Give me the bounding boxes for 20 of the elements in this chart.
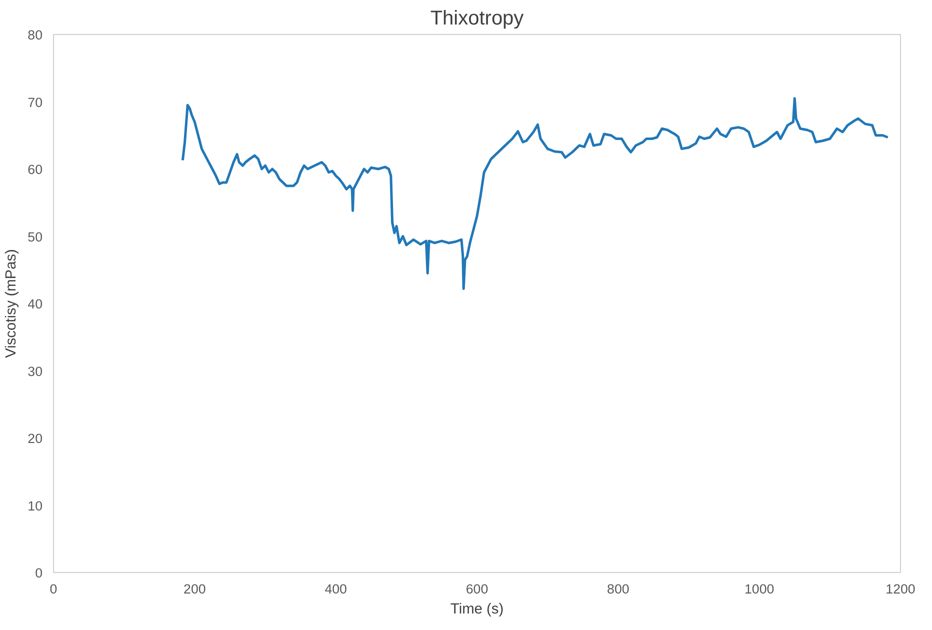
y-axis-title: Viscotisy (mPas)	[4, 249, 20, 358]
x-tick-label: 400	[324, 582, 347, 596]
y-tick-label: 0	[35, 566, 43, 580]
x-tick-label: 800	[607, 582, 630, 596]
x-tick-label: 600	[466, 582, 488, 596]
y-tick-label: 20	[28, 431, 43, 446]
y-tick-label: 70	[28, 94, 43, 110]
chart-title: Thixotropy	[430, 8, 524, 30]
y-tick-label: 80	[28, 28, 43, 42]
x-tick-label: 1000	[744, 582, 774, 596]
x-tick-label: 200	[184, 582, 206, 596]
y-tick-label: 30	[28, 364, 43, 379]
x-tick-label: 0	[50, 582, 58, 596]
x-tick-label: 1200	[886, 582, 916, 596]
x-axis-title: Time (s)	[450, 602, 504, 618]
y-tick-label: 10	[28, 498, 43, 514]
line-series	[181, 97, 890, 290]
y-tick-label: 60	[28, 162, 43, 177]
y-tick-label: 50	[28, 229, 43, 244]
y-tick-label: 40	[28, 296, 43, 312]
